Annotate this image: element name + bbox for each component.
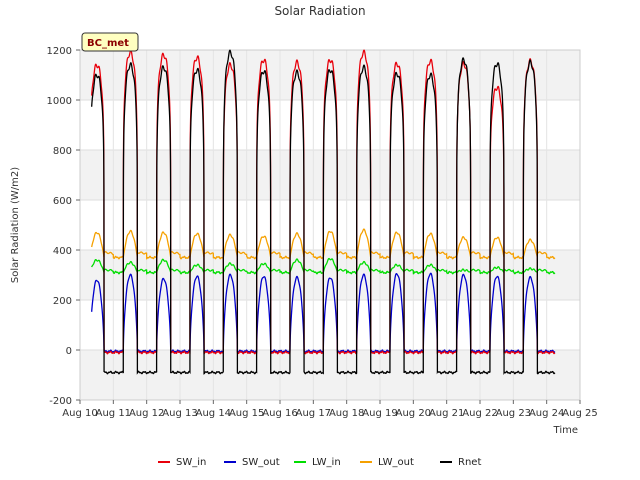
grid-lines [79,49,581,401]
x-tick-label: Aug 10 [62,408,97,419]
x-tick-label: Aug 15 [229,408,264,419]
plot-frame [79,49,581,401]
y-tick-label: -200 [49,396,72,407]
legend: SW_in SW_out LW_in LW_out Rnet [158,457,481,468]
x-tick-label: Aug 14 [196,408,231,419]
chart-title: Solar Radiation [274,4,365,18]
x-tick-label: Aug 22 [462,408,497,419]
x-tick-label: Aug 13 [162,408,197,419]
y-tick-label: 0 [66,346,72,357]
x-tick-label: Aug 23 [496,408,531,419]
legend-label: SW_out [242,457,280,468]
background-bands [80,50,580,400]
legend-label: SW_in [176,457,206,468]
x-tick-label: Aug 19 [362,408,397,419]
x-tick-label: Aug 17 [296,408,331,419]
x-tick-label: Aug 16 [262,408,297,419]
background-band [80,50,580,100]
background-band [80,150,580,200]
background-band [80,250,580,300]
x-tick-label: Aug 20 [396,408,431,419]
legend-label: LW_out [378,457,414,468]
x-tick-label: Aug 25 [562,408,597,419]
y-tick-label: 800 [53,146,72,157]
y-axis-ticks: -200 0 200 400 600 800 1000 1200 [47,46,80,407]
legend-label: LW_in [312,457,341,468]
x-axis-title: Time [553,425,578,436]
x-tick-label: Aug 18 [329,408,364,419]
y-axis-title: Solar Radiation (W/m2) [10,167,21,283]
x-tick-label: Aug 12 [129,408,164,419]
site-label-box: BC_met [81,32,139,52]
site-label: BC_met [87,38,129,49]
y-tick-label: 1200 [47,46,72,57]
background-band [80,350,580,400]
legend-label: Rnet [458,457,481,468]
series-layer [91,49,556,375]
y-tick-label: 600 [53,196,72,207]
x-tick-label: Aug 21 [429,408,464,419]
x-tick-label: Aug 11 [96,408,131,419]
y-tick-label: 1000 [47,96,72,107]
series-line-rnet [91,49,556,375]
y-tick-label: 400 [53,246,72,257]
x-tick-label: Aug 24 [529,408,564,419]
y-tick-label: 200 [53,296,72,307]
